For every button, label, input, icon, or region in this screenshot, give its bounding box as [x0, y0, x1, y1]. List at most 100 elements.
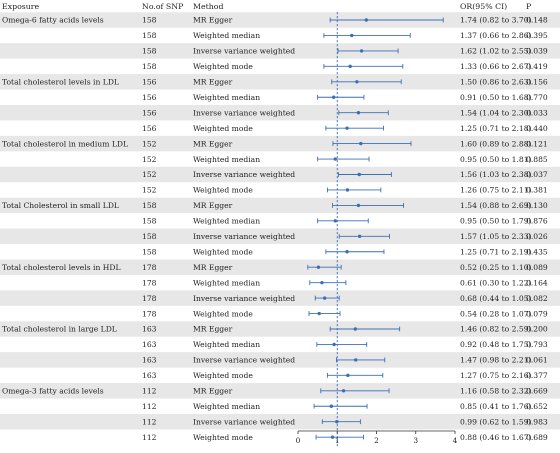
method-label: Weighted mode [193, 309, 253, 318]
method-label: MR Egger [193, 263, 233, 272]
x-tick-label: 1 [335, 436, 340, 445]
snp-count: 156 [142, 124, 157, 133]
or-ci-text: 0.85 (0.41 to 1.76) [460, 402, 532, 411]
p-value: 0.089 [526, 263, 548, 272]
snp-count: 152 [142, 139, 157, 148]
p-value: 0.164 [526, 278, 548, 287]
snp-count: 163 [142, 340, 157, 349]
point-estimate [350, 33, 354, 38]
p-value: 0.200 [526, 325, 548, 334]
or-ci-text: 1.50 (0.86 to 2.63) [460, 78, 532, 87]
exposure-label: Total cholesterol in large LDL [2, 325, 117, 334]
method-label: Inverse variance weighted [193, 232, 295, 241]
snp-count: 178 [142, 309, 157, 318]
or-ci-text: 1.33 (0.66 to 2.67) [460, 62, 532, 71]
row-band [0, 166, 560, 183]
point-estimate [345, 250, 349, 254]
snp-count: 158 [142, 201, 157, 210]
row-band [0, 12, 560, 28]
method-label: Weighted median [193, 155, 260, 164]
point-estimate [322, 296, 327, 300]
or-ci-text: 0.88 (0.46 to 1.67) [460, 433, 532, 442]
point-estimate [316, 265, 321, 269]
or-ci-text: 1.74 (0.82 to 3.70) [460, 16, 532, 25]
row-band [0, 74, 560, 90]
or-ci-text: 0.68 (0.44 to 1.05) [460, 294, 532, 303]
point-estimate [333, 157, 337, 161]
table-rows: Omega-6 fatty acids levels 158 MR Egger 1.7… [2, 16, 548, 442]
p-value: 0.876 [526, 217, 548, 226]
method-label: MR Egger [193, 325, 233, 334]
exposure-label: Omega-3 fatty acids levels [2, 387, 104, 396]
p-value: 0.435 [526, 247, 548, 256]
p-value: 0.419 [526, 62, 548, 71]
snp-count: 158 [142, 47, 157, 56]
method-label: Weighted mode [193, 371, 253, 380]
method-label: Inverse variance weighted [193, 356, 295, 365]
point-estimate [345, 188, 350, 192]
point-estimate [355, 80, 359, 84]
method-label: Inverse variance weighted [193, 294, 295, 303]
point-estimate [333, 219, 337, 223]
point-estimate [356, 111, 361, 115]
p-value: 0.026 [526, 232, 548, 241]
snp-count: 163 [142, 371, 157, 380]
method-label: Weighted median [193, 278, 260, 287]
row-band [0, 104, 560, 121]
or-ci-text: 1.25 (0.71 to 2.18) [460, 124, 532, 133]
snp-count: 163 [142, 325, 157, 334]
method-label: Weighted mode [193, 433, 253, 442]
point-estimate [359, 141, 363, 146]
row-bands [0, 12, 560, 430]
snp-count: 178 [142, 263, 157, 272]
header-or: OR(95% CI) [460, 2, 507, 11]
snp-count: 158 [142, 16, 157, 25]
or-ci-text: 0.92 (0.48 to 1.75) [460, 340, 532, 349]
snp-count: 152 [142, 155, 157, 164]
p-value: 0.033 [526, 108, 548, 117]
or-ci-text: 1.37 (0.66 to 2.86) [460, 31, 532, 40]
snp-count: 112 [142, 433, 157, 442]
point-estimate [357, 172, 361, 177]
snp-count: 112 [142, 417, 157, 426]
row-band [0, 413, 560, 430]
row-band [0, 383, 560, 399]
method-label: Inverse variance weighted [193, 417, 295, 426]
point-estimate [345, 126, 349, 130]
or-ci-text: 1.25 (0.71 to 2.19) [460, 247, 532, 256]
x-tick-label: 4 [453, 436, 458, 445]
method-label: Weighted mode [193, 186, 253, 195]
point-estimate [332, 342, 336, 347]
p-value: 0.885 [526, 155, 548, 164]
row-band [0, 259, 560, 275]
p-value: 0.039 [526, 47, 548, 56]
snp-count: 158 [142, 62, 157, 71]
or-ci-text: 1.26 (0.75 to 2.11) [460, 186, 532, 195]
point-estimate [364, 18, 368, 22]
snp-count: 112 [142, 402, 157, 411]
or-ci-text: 1.57 (1.05 to 2.33) [460, 232, 532, 241]
or-ci-text: 1.47 (0.98 to 2.21) [460, 356, 532, 365]
p-value: 0.082 [526, 294, 548, 303]
x-tick-label: 2 [374, 436, 379, 445]
method-label: MR Egger [193, 139, 233, 148]
x-tick-label: 3 [413, 436, 418, 445]
method-label: Weighted mode [193, 124, 253, 133]
method-label: Inverse variance weighted [193, 47, 295, 56]
or-ci-text: 1.54 (0.88 to 2.69) [460, 201, 532, 210]
x-axis: 0 1 2 3 4 [296, 430, 458, 445]
or-ci-text: 1.46 (0.82 to 2.59) [460, 325, 532, 334]
or-ci-text: 0.52 (0.25 to 1.10) [460, 263, 532, 272]
point-estimate [353, 358, 358, 362]
method-label: Inverse variance weighted [193, 170, 295, 179]
p-value: 0.121 [526, 139, 548, 148]
method-label: Weighted median [193, 402, 260, 411]
method-label: Inverse variance weighted [193, 108, 295, 117]
or-ci-text: 0.61 (0.30 to 1.22) [460, 278, 532, 287]
point-estimate [332, 95, 336, 99]
snp-count: 156 [142, 93, 157, 102]
or-ci-text: 1.62 (1.02 to 2.55) [460, 47, 532, 56]
p-value: 0.156 [526, 78, 548, 87]
point-estimate [357, 234, 362, 238]
method-label: Weighted median [193, 31, 260, 40]
